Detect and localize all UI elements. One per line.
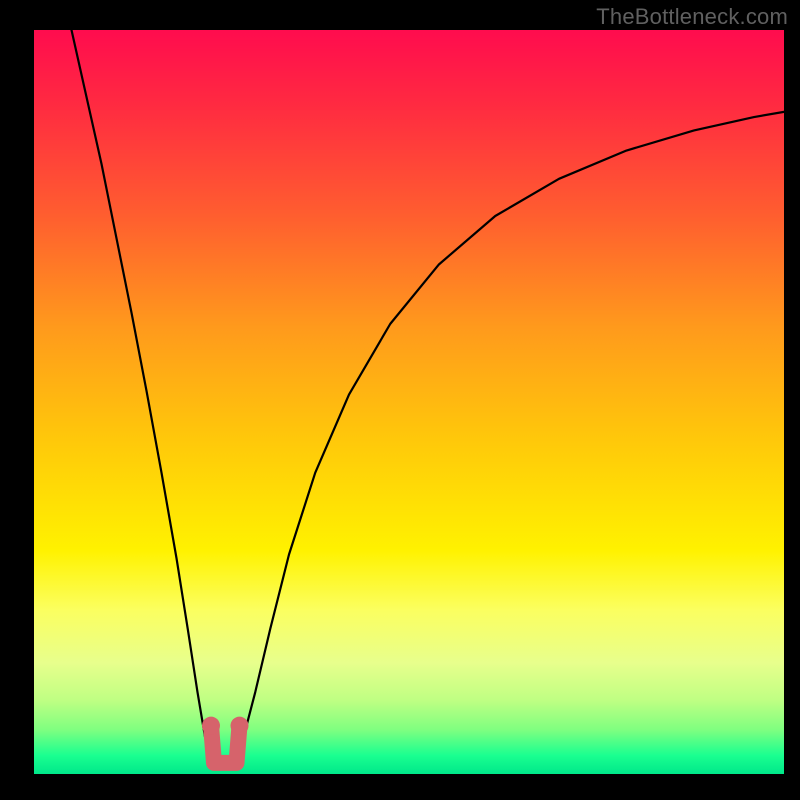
chart-plot-area — [34, 30, 784, 774]
watermark-text: TheBottleneck.com — [596, 4, 788, 30]
chart-background-gradient — [34, 30, 784, 774]
